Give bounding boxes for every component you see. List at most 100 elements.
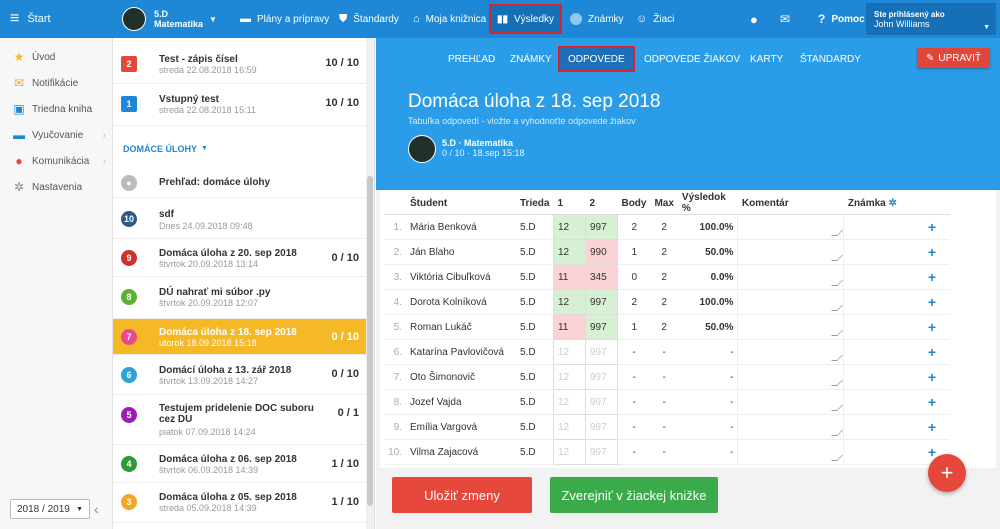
grade-cell[interactable] bbox=[843, 314, 914, 340]
nav-standards[interactable]: ⛊ Štandardy bbox=[339, 0, 399, 38]
list-item[interactable]: 6 Domácí úloha z 13. zář 2018 štvrtok 13… bbox=[113, 355, 367, 395]
collapse-sidebar-icon[interactable]: ‹ bbox=[94, 501, 99, 517]
answer-q2[interactable]: 997 bbox=[584, 214, 618, 240]
comment-field[interactable] bbox=[737, 389, 845, 415]
nav-library[interactable]: ⌂ Moja knižnica bbox=[413, 0, 486, 38]
mail-icon[interactable]: ✉ bbox=[780, 12, 791, 26]
answer-q2[interactable]: 997 bbox=[584, 414, 618, 440]
tab-standards[interactable]: ŠTANDARDY bbox=[792, 46, 869, 72]
user-menu[interactable]: Ste prihlásený ako John Williams ▼ bbox=[866, 3, 996, 35]
sidebar-item-uvod[interactable]: ★ Úvod bbox=[0, 44, 112, 70]
add-grade-icon[interactable]: + bbox=[913, 414, 950, 440]
add-grade-icon[interactable]: + bbox=[913, 314, 950, 340]
start-menu[interactable]: ≡ Štart bbox=[10, 0, 51, 38]
answer-q2[interactable]: 345 bbox=[584, 264, 618, 290]
list-item[interactable]: 3 Domáca úloha z 05. sep 2018 streda 05.… bbox=[113, 483, 367, 523]
col-class[interactable]: Trieda bbox=[516, 192, 554, 215]
answer-q1[interactable]: 11 bbox=[552, 264, 586, 290]
answer-q1[interactable]: 12 bbox=[552, 339, 586, 365]
list-item[interactable]: 1 Vstupný test streda 22.08.2018 15:11 1… bbox=[113, 84, 367, 126]
nav-grades[interactable]: Známky bbox=[570, 0, 624, 38]
answer-q2[interactable]: 997 bbox=[584, 289, 618, 315]
add-grade-icon[interactable]: + bbox=[913, 264, 950, 290]
sidebar-item-triedna-kniha[interactable]: ▣ Triedna kniha bbox=[0, 96, 112, 122]
col-points[interactable]: Body bbox=[617, 192, 651, 215]
comment-field[interactable] bbox=[737, 289, 845, 315]
col-result[interactable]: Výsledok % bbox=[677, 192, 738, 215]
answer-q2[interactable]: 997 bbox=[584, 364, 618, 390]
grade-cell[interactable] bbox=[843, 239, 914, 265]
section-header-domace-ulohy[interactable]: DOMÁCE ÚLOHY ▼ bbox=[113, 138, 367, 162]
answer-q2[interactable]: 997 bbox=[584, 389, 618, 415]
help-button[interactable]: ? Pomoc bbox=[818, 0, 865, 38]
col-grade[interactable]: Známka ✲ bbox=[843, 192, 914, 215]
sidebar-item-notifikacie[interactable]: ✉ Notifikácie bbox=[0, 70, 112, 96]
list-item[interactable]: 5 Testujem pridelenie DOC suboru cez DU … bbox=[113, 395, 367, 445]
comment-field[interactable] bbox=[737, 314, 845, 340]
list-item[interactable]: 9 Domáca úloha z 20. sep 2018 štvrtok 20… bbox=[113, 239, 367, 277]
answer-q2[interactable]: 990 bbox=[584, 239, 618, 265]
sidebar-item-komunikacia[interactable]: ● Komunikácia › bbox=[0, 148, 112, 174]
list-item-overview[interactable]: ● Prehľad: domáce úlohy bbox=[113, 168, 367, 198]
add-grade-icon[interactable]: + bbox=[913, 239, 950, 265]
tab-grades[interactable]: ZNÁMKY bbox=[502, 46, 560, 72]
grade-cell[interactable] bbox=[843, 264, 914, 290]
grade-cell[interactable] bbox=[843, 414, 914, 440]
answer-q1[interactable]: 12 bbox=[552, 364, 586, 390]
answer-q2[interactable]: 997 bbox=[584, 339, 618, 365]
tab-overview[interactable]: PREHĽAD bbox=[440, 46, 503, 72]
add-grade-icon[interactable]: + bbox=[913, 339, 950, 365]
add-grade-icon[interactable]: + bbox=[913, 389, 950, 415]
save-changes-button[interactable]: Uložiť zmeny bbox=[392, 477, 532, 513]
list-item[interactable]: 10 sdf Dnes 24.09.2018 09:48 bbox=[113, 201, 367, 239]
edit-button[interactable]: ✎ UPRAVIŤ bbox=[917, 48, 990, 68]
grade-cell[interactable] bbox=[843, 439, 914, 465]
answer-q1[interactable]: 12 bbox=[552, 414, 586, 440]
add-grade-icon[interactable]: + bbox=[913, 289, 950, 315]
comment-field[interactable] bbox=[737, 239, 845, 265]
col-comment[interactable]: Komentár bbox=[737, 192, 844, 215]
add-grade-icon[interactable]: + bbox=[913, 214, 950, 240]
tab-cards[interactable]: KARTY bbox=[742, 46, 791, 72]
comment-field[interactable] bbox=[737, 364, 845, 390]
add-fab-button[interactable]: + bbox=[928, 454, 966, 492]
list-item[interactable]: 2 Test - zápis čísel streda 22.08.2018 1… bbox=[113, 44, 367, 84]
class-switcher[interactable]: 5.D Matematika ▼ bbox=[122, 0, 217, 38]
tab-answers[interactable]: ODPOVEDE bbox=[558, 46, 635, 72]
col-max[interactable]: Max bbox=[650, 192, 678, 215]
answer-q1[interactable]: 12 bbox=[552, 439, 586, 465]
comment-field[interactable] bbox=[737, 414, 845, 440]
add-grade-icon[interactable]: + bbox=[913, 364, 950, 390]
answer-q1[interactable]: 12 bbox=[552, 289, 586, 315]
chat-icon[interactable]: ● bbox=[750, 11, 758, 27]
answer-q2[interactable]: 997 bbox=[584, 439, 618, 465]
grade-cell[interactable] bbox=[843, 364, 914, 390]
comment-field[interactable] bbox=[737, 264, 845, 290]
list-item[interactable]: 8 DÚ nahrať mi súbor .py štvrtok 20.09.2… bbox=[113, 277, 367, 319]
tab-student-answers[interactable]: ODPOVEDE ŽIAKOV bbox=[636, 46, 748, 72]
list-item[interactable]: 4 Domáca úloha z 06. sep 2018 štvrtok 06… bbox=[113, 445, 367, 483]
scrollbar-thumb[interactable] bbox=[367, 176, 373, 506]
grade-cell[interactable] bbox=[843, 389, 914, 415]
sidebar-item-vyucovanie[interactable]: ▬ Vyučovanie › bbox=[0, 122, 112, 148]
answer-q1[interactable]: 12 bbox=[552, 239, 586, 265]
nav-students[interactable]: ☺ Žiaci bbox=[636, 0, 674, 38]
grade-cell[interactable] bbox=[843, 289, 914, 315]
publish-button[interactable]: Zverejniť v žiackej knižke bbox=[550, 477, 718, 513]
sidebar-item-nastavenia[interactable]: ✲ Nastavenia bbox=[0, 174, 112, 200]
nav-results[interactable]: ▮▮ Výsledky bbox=[489, 4, 563, 34]
col-q2[interactable]: 2 bbox=[585, 192, 618, 215]
answer-q2[interactable]: 997 bbox=[584, 314, 618, 340]
answer-q1[interactable]: 12 bbox=[552, 389, 586, 415]
grade-cell[interactable] bbox=[843, 214, 914, 240]
answer-q1[interactable]: 12 bbox=[552, 214, 586, 240]
col-q1[interactable]: 1 bbox=[553, 192, 586, 215]
gear-icon[interactable]: ✲ bbox=[888, 197, 897, 209]
list-scrollbar[interactable] bbox=[366, 38, 374, 529]
list-item-active[interactable]: 7 Domáca úloha z 18. sep 2018 utorok 18.… bbox=[113, 319, 367, 355]
answer-q1[interactable]: 11 bbox=[552, 314, 586, 340]
nav-plans[interactable]: ▬ Plány a prípravy bbox=[240, 0, 329, 38]
comment-field[interactable] bbox=[737, 439, 845, 465]
comment-field[interactable] bbox=[737, 339, 845, 365]
year-select[interactable]: 2018 / 2019 ▼ bbox=[10, 499, 90, 519]
